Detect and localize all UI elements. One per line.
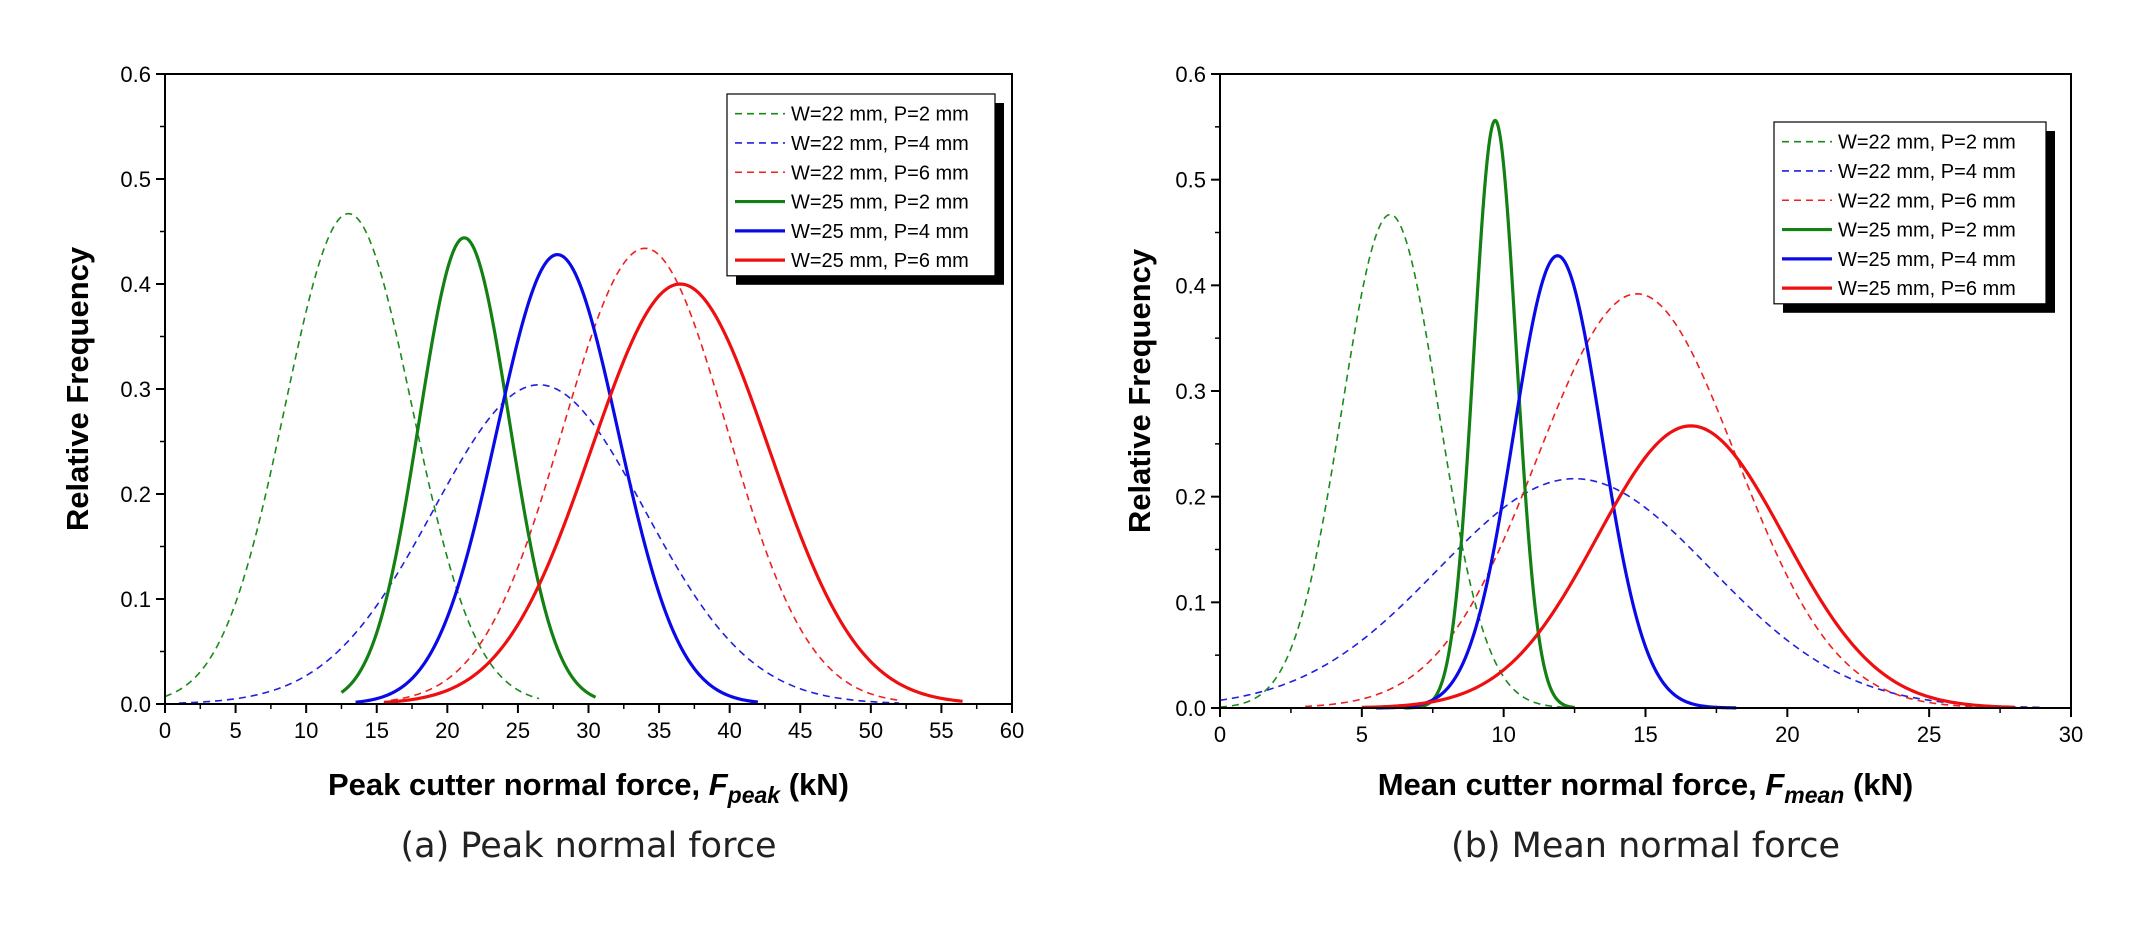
legend: W=22 mm, P=2 mm W=22 mm, P=4 mm W=22 mm, P…: [726, 93, 1004, 285]
y-tick-label: 0.4: [1175, 273, 1206, 298]
x-axis-label-unit: (kN): [1844, 767, 1913, 802]
x-tick-label: 55: [929, 718, 953, 743]
x-axis-label: Peak cutter normal force, Fpeak (kN): [328, 767, 849, 808]
x-tick-label: 25: [1917, 722, 1941, 747]
legend-entry: W=25 mm, P=6 mm: [791, 250, 969, 272]
series-group: [164, 212, 963, 704]
legend-box: [1773, 121, 2047, 305]
series-line-2: [1219, 477, 2043, 709]
y-tick-label: 0.2: [120, 482, 151, 507]
legend-entry: W=25 mm, P=2 mm: [791, 192, 969, 214]
x-tick-label: 30: [2059, 722, 2083, 747]
x-tick-label: 5: [1356, 722, 1368, 747]
chart-peak-normal-force: 0 5 10 15 20 25 30 35 40 45 50 55 60 0.0 0.1 0.2 0.3 0.4 0…: [60, 62, 1024, 866]
series-line-6: [1361, 424, 2015, 710]
x-axis-label-main: Mean cutter normal force,: [1378, 767, 1766, 802]
figure-caption: (a) Peak normal force: [400, 826, 776, 866]
y-tick-label: 0.1: [120, 587, 151, 612]
x-axis-label-var: F: [1765, 767, 1785, 802]
x-tick-label: 20: [435, 718, 459, 743]
x-axis-label-sub: mean: [1784, 782, 1844, 808]
series-line-6: [383, 282, 963, 704]
series-line-3: [390, 247, 900, 702]
chart-mean-normal-force: 0 5 10 15 20 25 30 0.0 0.1 0.2 0.3 0.4 0.5 0.6 W=22 m…: [1122, 62, 2083, 866]
x-tick-label: 50: [859, 718, 883, 743]
y-tick-label: 0.6: [1175, 62, 1206, 87]
series-line-5: [1376, 254, 1737, 710]
x-tick-label: 35: [647, 718, 671, 743]
plot-frame: [164, 73, 1013, 705]
y-axis-label: Relative Frequency: [1122, 248, 1157, 533]
legend: W=22 mm, P=2 mm W=22 mm, P=4 mm W=22 mm, P…: [1773, 121, 2055, 313]
plot-frame: [1219, 73, 2072, 709]
x-tick-label: 10: [294, 718, 318, 743]
series-line-1: [164, 212, 540, 700]
legend-entry: W=25 mm, P=6 mm: [1838, 278, 2016, 300]
series-group: [1219, 118, 2043, 710]
figure-caption: (b) Mean normal force: [1451, 826, 1840, 866]
axes-ticks: 0 5 10 15 20 25 30 35 40 45 50 55 60 0.0 0.1 0.2 0.3 0.4 0…: [120, 62, 1024, 743]
x-axis-label-sub: peak: [727, 782, 782, 808]
y-tick-label: 0.0: [1175, 696, 1206, 721]
y-axis-label: Relative Frequency: [60, 246, 95, 531]
x-tick-label: 0: [159, 718, 171, 743]
legend-entry: W=25 mm, P=4 mm: [791, 221, 969, 243]
x-axis-label-unit: (kN): [780, 767, 849, 802]
y-tick-label: 0.2: [1175, 485, 1206, 510]
legend-entry: W=25 mm, P=2 mm: [1838, 220, 2016, 242]
legend-entry: W=22 mm, P=2 mm: [791, 104, 969, 126]
legend-box: [726, 93, 996, 277]
legend-entry: W=22 mm, P=4 mm: [791, 133, 969, 155]
legend-entry: W=22 mm, P=6 mm: [1838, 190, 2016, 212]
series-line-2: [179, 383, 900, 704]
axes-ticks: 0 5 10 15 20 25 30 0.0 0.1 0.2 0.3 0.4 0.5 0.6: [1175, 62, 2083, 747]
x-tick-label: 5: [229, 718, 241, 743]
legend-entry: W=25 mm, P=4 mm: [1838, 249, 2016, 271]
x-axis-label: Mean cutter normal force, Fmean (kN): [1378, 767, 1914, 808]
x-tick-label: 30: [576, 718, 600, 743]
legend-entry: W=22 mm, P=4 mm: [1838, 161, 2016, 183]
y-tick-label: 0.1: [1175, 590, 1206, 615]
x-tick-label: 40: [717, 718, 741, 743]
series-line-5: [355, 253, 759, 704]
series-line-4: [340, 236, 597, 699]
x-tick-label: 0: [1214, 722, 1226, 747]
legend-entry: W=22 mm, P=6 mm: [791, 162, 969, 184]
series-line-1: [1219, 213, 1575, 709]
x-tick-label: 45: [788, 718, 812, 743]
y-tick-label: 0.3: [1175, 379, 1206, 404]
x-tick-label: 15: [365, 718, 389, 743]
x-tick-label: 10: [1491, 722, 1515, 747]
x-axis-label-main: Peak cutter normal force,: [328, 767, 709, 802]
legend-entry: W=22 mm, P=2 mm: [1838, 132, 2016, 154]
y-tick-label: 0.3: [120, 377, 151, 402]
x-tick-label: 15: [1633, 722, 1657, 747]
x-tick-label: 25: [506, 718, 530, 743]
x-tick-label: 60: [1000, 718, 1024, 743]
y-tick-label: 0.0: [120, 692, 151, 717]
y-tick-label: 0.6: [120, 62, 151, 87]
y-tick-label: 0.4: [120, 272, 151, 297]
y-tick-label: 0.5: [1175, 168, 1206, 193]
x-tick-label: 20: [1775, 722, 1799, 747]
x-axis-label-var: F: [709, 767, 729, 802]
y-tick-label: 0.5: [120, 167, 151, 192]
series-line-3: [1305, 292, 2029, 709]
